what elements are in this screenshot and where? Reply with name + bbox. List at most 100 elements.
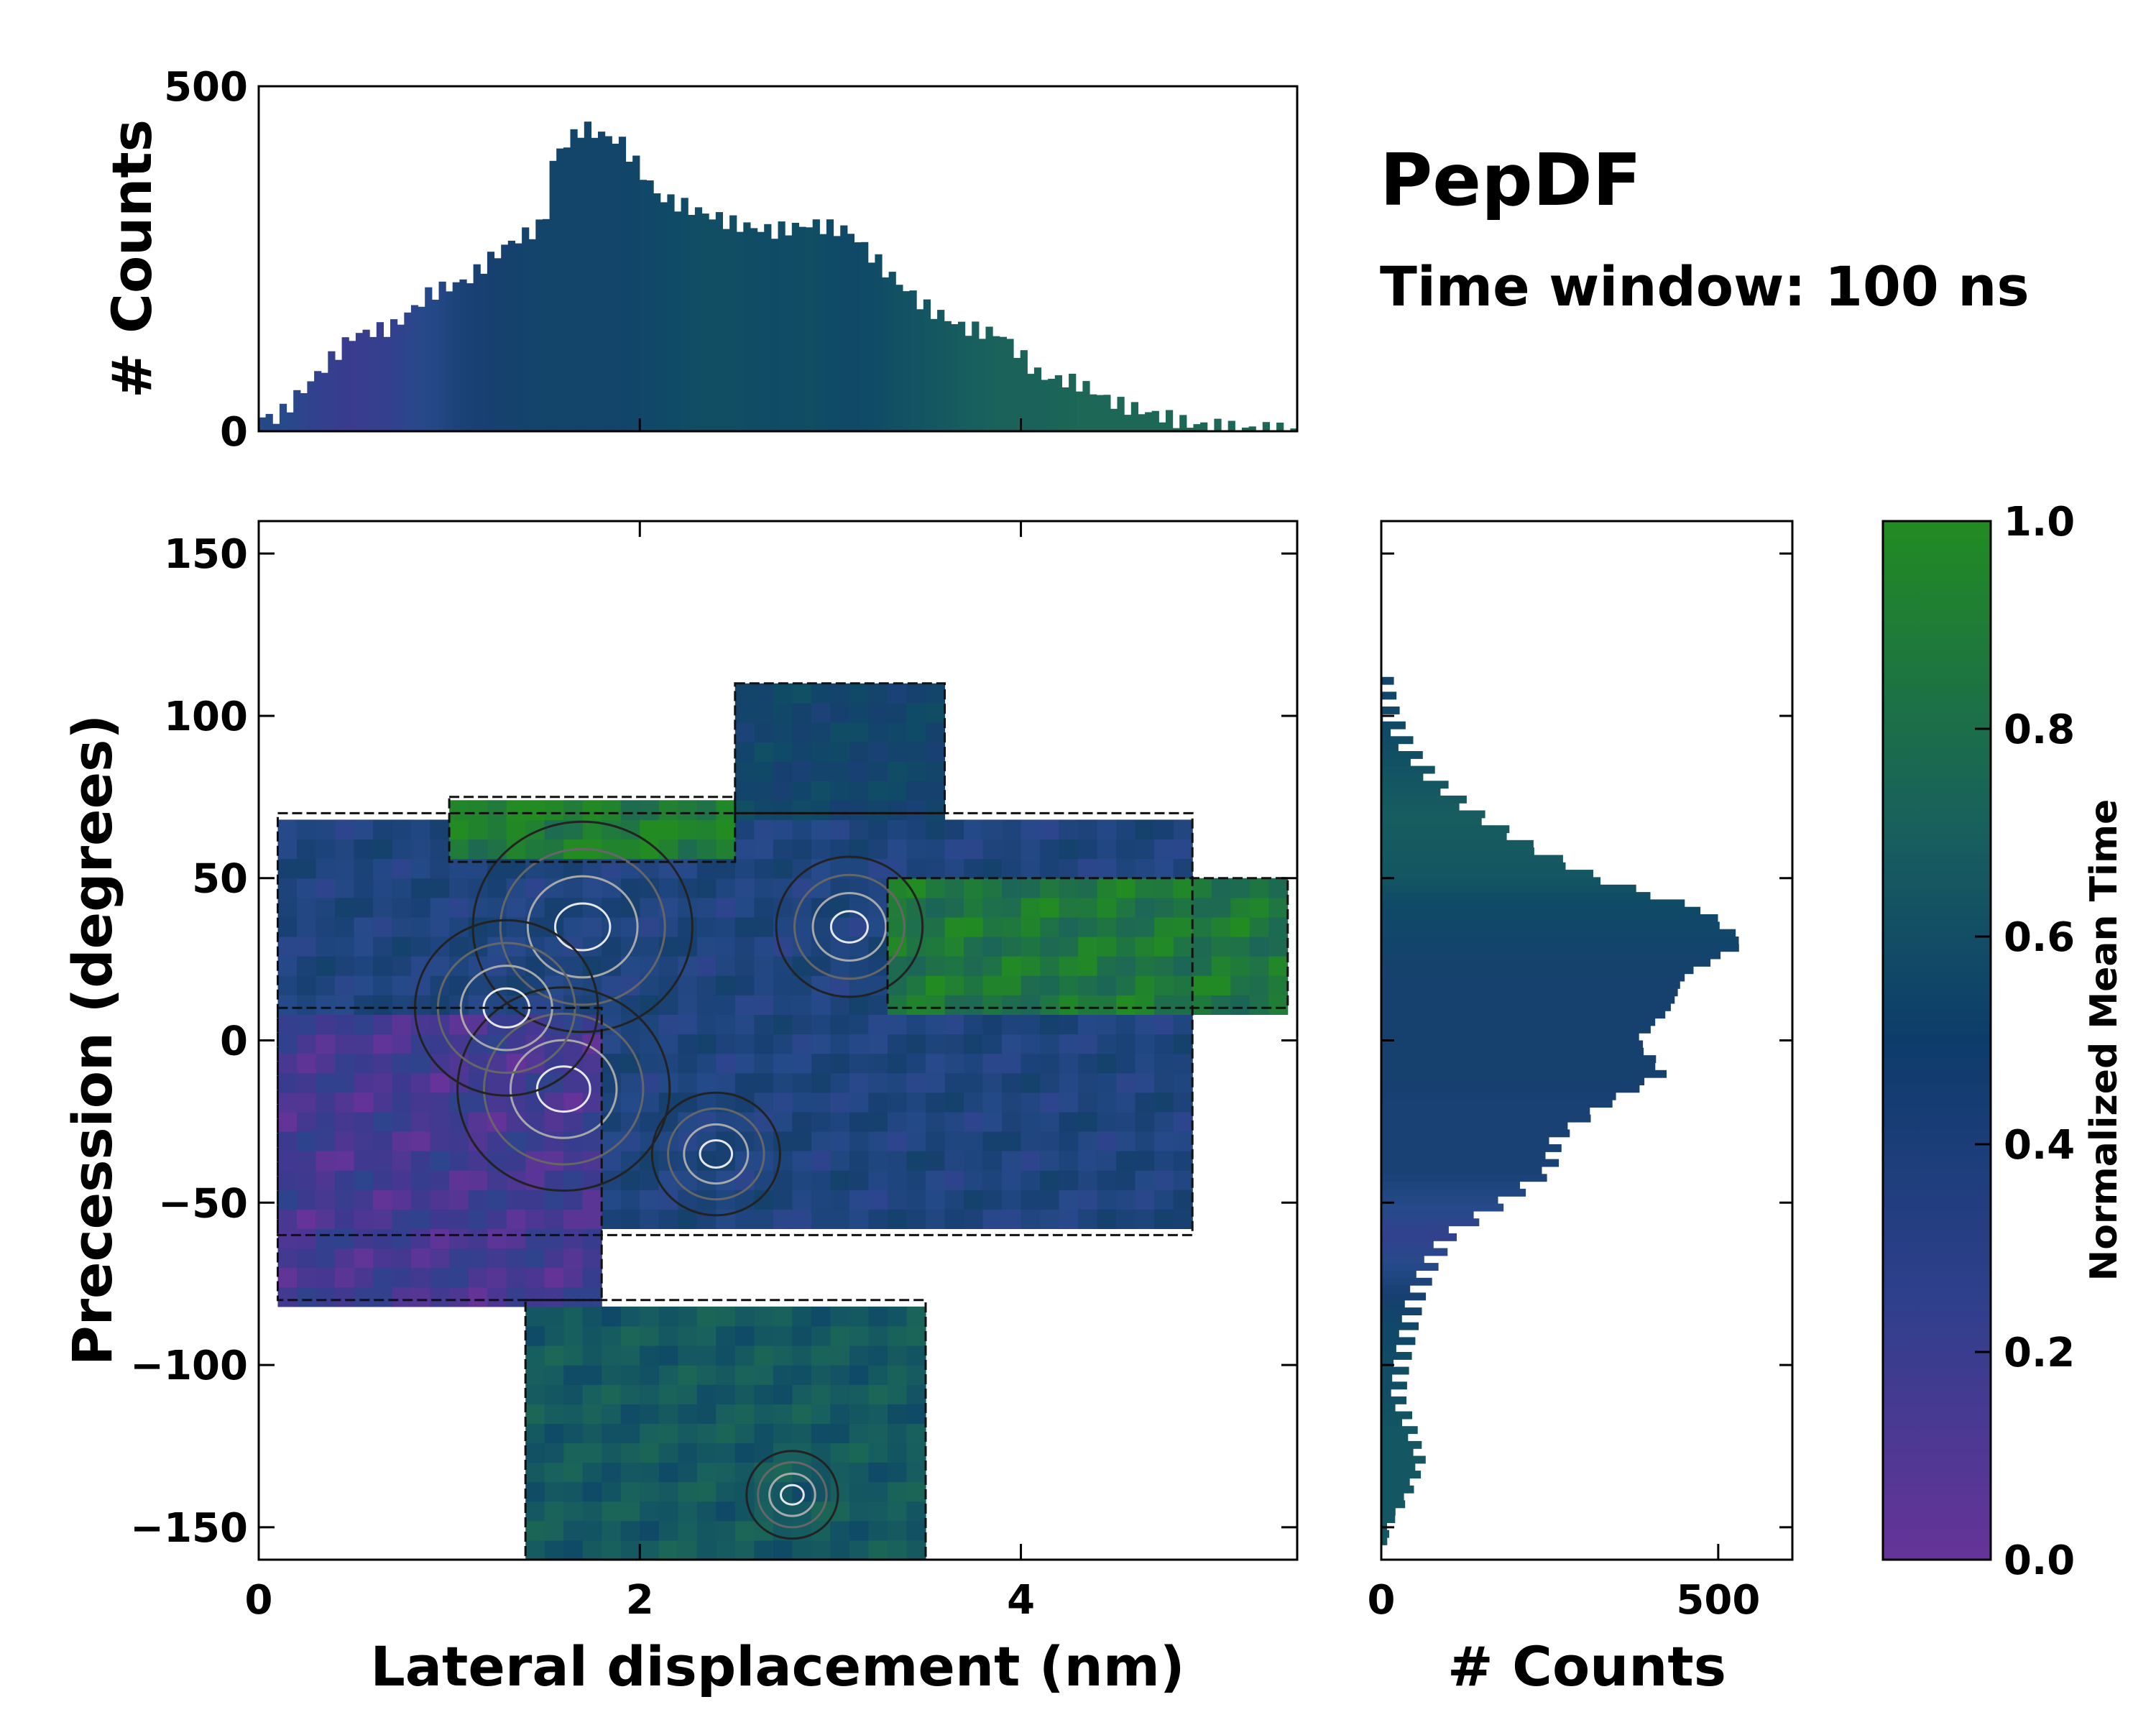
support-contour (734, 682, 946, 814)
heatmap-cell (1154, 1151, 1174, 1171)
heatmap-cell (1040, 995, 1060, 1015)
heatmap-cell (1154, 1111, 1174, 1132)
heatmap-cell (1135, 878, 1155, 898)
top-histogram-bar (1130, 402, 1138, 431)
heatmap-cell (1002, 1151, 1022, 1171)
heatmap-cell (392, 1190, 412, 1210)
heatmap-cell (602, 975, 622, 995)
right-histogram-bar (1381, 1092, 1616, 1100)
top-histogram-bar (452, 282, 460, 431)
heatmap-cell (754, 1423, 774, 1443)
heatmap-cell (335, 839, 355, 860)
heatmap-cell (335, 858, 355, 879)
heatmap-cell (544, 1287, 564, 1307)
heatmap-cell (468, 819, 488, 840)
heatmap-cell (734, 1423, 755, 1443)
heatmap-cell (773, 839, 793, 860)
top-histogram-bar (978, 339, 987, 431)
heatmap-cell (525, 878, 545, 898)
heatmap-cells (277, 683, 1289, 1560)
heatmap-cell (1211, 916, 1231, 937)
top-histogram-bar (376, 322, 384, 431)
heatmap-cell (354, 1072, 374, 1093)
heatmap-cell (773, 1190, 793, 1210)
heatmap-cell (734, 858, 755, 879)
heatmap-cell (487, 819, 507, 840)
heatmap-cell (411, 956, 431, 976)
right-histogram-bar (1381, 1100, 1613, 1108)
heatmap-cell (716, 878, 736, 898)
top-histogram-bar (764, 224, 772, 431)
heatmap-cell (1173, 1014, 1193, 1035)
heatmap-cell (563, 1346, 584, 1366)
heatmap-cell (487, 878, 507, 898)
top-histogram-bar (972, 321, 980, 431)
top-histogram-bar (1179, 415, 1187, 431)
heatmap-cell (392, 878, 412, 898)
heatmap-cell (468, 1111, 488, 1132)
heatmap-cell (315, 1151, 336, 1171)
heatmap-cell (277, 1287, 298, 1307)
top-histogram-bar (1020, 350, 1028, 431)
heatmap-cell (849, 1384, 869, 1404)
heatmap-cell (297, 1092, 317, 1113)
heatmap-cell (563, 1306, 584, 1327)
heatmap-cell (335, 1170, 355, 1190)
heatmap-cell (449, 956, 469, 976)
right-histogram-bar (1381, 1359, 1394, 1368)
heatmap-cell (1211, 975, 1231, 995)
heatmap-cell (830, 722, 850, 742)
right-histogram-bar (1381, 1033, 1639, 1041)
heatmap-cell (926, 916, 946, 937)
heatmap-cell (563, 1228, 584, 1249)
heatmap-cell (602, 1365, 622, 1385)
heatmap-cell (754, 1365, 774, 1385)
heatmap-cell (754, 1306, 774, 1327)
heatmap-cell (811, 1404, 831, 1424)
right-histogram-bar (1381, 884, 1636, 893)
heatmap-cell (792, 1404, 812, 1424)
heatmap-cell (868, 1131, 888, 1151)
top-histogram-bar (867, 262, 875, 431)
heatmap-cell (1249, 897, 1269, 918)
heatmap-cell (906, 683, 926, 704)
heatmap-cell (658, 1423, 678, 1443)
heatmap-cell (964, 916, 984, 937)
heatmap-cell (1154, 1092, 1174, 1113)
heatmap-cell (563, 956, 584, 976)
right-histogram-bar (1381, 1463, 1416, 1471)
colorbar-tick-label: 0.6 (2004, 914, 2075, 961)
top-histogram-bar (355, 333, 364, 431)
heatmap-cell (544, 1501, 564, 1522)
right-histogram-bar (1381, 1151, 1546, 1160)
heatmap-cell (315, 1228, 336, 1249)
heatmap-cell (754, 1034, 774, 1054)
heatmap-cell (906, 1404, 926, 1424)
heatmap-cell (868, 1346, 888, 1366)
heatmap-cell (1116, 839, 1136, 860)
heatmap-cell (487, 1228, 507, 1249)
heatmap-cell (1021, 995, 1041, 1015)
heatmap-cell (944, 1034, 964, 1054)
heatmap-cell (1173, 858, 1193, 879)
heatmap-cell (849, 1209, 869, 1229)
heatmap-cell (1211, 937, 1231, 957)
heatmap-cell (297, 975, 317, 995)
top-histogram-bar (459, 279, 467, 431)
right-histogram-bar (1381, 959, 1711, 967)
heatmap-cell (640, 975, 660, 995)
heatmap-cell (277, 897, 298, 918)
heatmap-cell (1268, 897, 1289, 918)
heatmap-cell (563, 1423, 584, 1443)
heatmap-cell (1192, 916, 1212, 937)
heatmap-cell (1002, 1072, 1022, 1093)
heatmap-cell (811, 1540, 831, 1560)
heatmap-cell (678, 1501, 698, 1522)
heatmap-cell (888, 683, 908, 704)
heatmap-cell (773, 1384, 793, 1404)
heatmap-cell (411, 916, 431, 937)
heatmap-cell (392, 1287, 412, 1307)
heatmap-cell (888, 1540, 908, 1560)
heatmap-cell (392, 1092, 412, 1113)
